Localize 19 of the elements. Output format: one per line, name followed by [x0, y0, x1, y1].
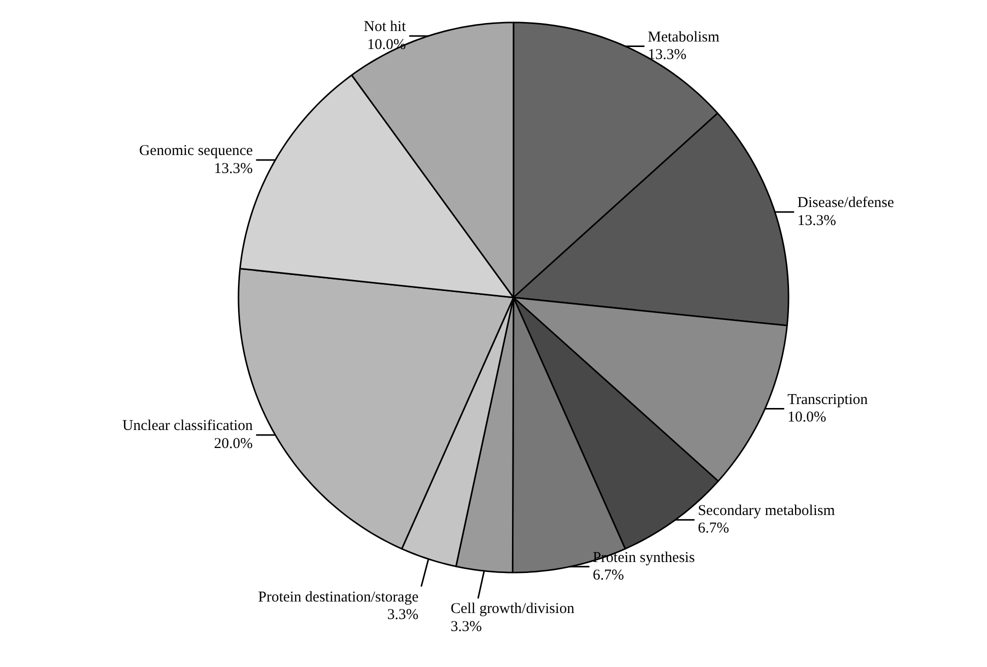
slice-label: Disease/defense [797, 195, 894, 212]
slice-label: Transcription [788, 392, 868, 408]
slice-label: Secondary metabolism [698, 503, 836, 520]
data-label: 13.3% [648, 47, 686, 64]
slice-label: Not hit [364, 19, 407, 36]
data-label: 3.3% [387, 606, 418, 623]
data-label: 6.7% [592, 567, 624, 584]
slice-label: Genomic sequence [139, 143, 254, 160]
slice-label: Unclear classification [122, 418, 254, 434]
slice-label: Metabolism [648, 29, 720, 46]
data-label: 13.3% [797, 212, 836, 229]
data-label: 13.3% [214, 160, 253, 177]
data-label: 3.3% [450, 618, 482, 635]
data-label: 20.0% [214, 436, 253, 452]
data-label: 10.0% [367, 36, 406, 53]
slice-label: Cell growth/division [450, 601, 575, 618]
data-label: 10.0% [788, 410, 826, 426]
slice-label: Protein destination/storage [258, 589, 419, 606]
data-label: 6.7% [698, 520, 730, 537]
